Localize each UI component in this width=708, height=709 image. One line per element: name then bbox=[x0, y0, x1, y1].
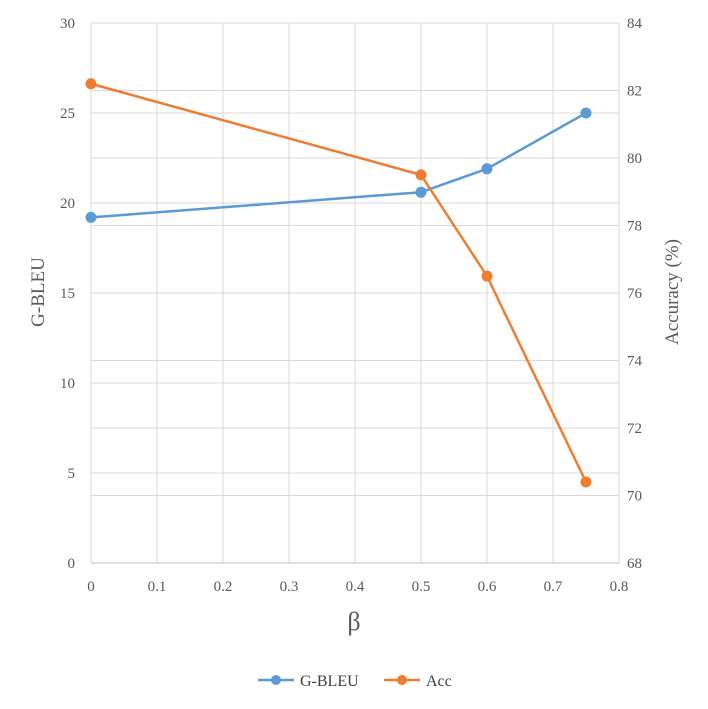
x-axis-title: β bbox=[347, 607, 360, 636]
data-point bbox=[481, 270, 493, 282]
y-left-tick-label: 15 bbox=[60, 286, 75, 302]
y-right-tick-label: 82 bbox=[627, 84, 642, 100]
y-left-tick-label: 20 bbox=[60, 196, 75, 212]
x-tick-label: 0.6 bbox=[478, 579, 497, 595]
legend-marker bbox=[271, 675, 281, 685]
data-point bbox=[481, 163, 493, 175]
series-layer bbox=[85, 78, 592, 488]
y-right-tick-label: 76 bbox=[627, 286, 643, 302]
y-axis-right-title: Accuracy (%) bbox=[662, 239, 683, 345]
y-left-tick-label: 25 bbox=[60, 106, 75, 122]
legend-label: G-BLEU bbox=[300, 673, 359, 690]
x-tick-label: 0.3 bbox=[280, 579, 299, 595]
y-left-tick-label: 5 bbox=[68, 466, 76, 482]
data-point bbox=[580, 107, 592, 119]
x-tick-label: 0.4 bbox=[346, 579, 365, 595]
y-axis-left-title: G-BLEU bbox=[28, 257, 49, 327]
data-point bbox=[85, 78, 97, 90]
x-tick-label: 0 bbox=[87, 579, 95, 595]
data-point bbox=[415, 169, 427, 181]
x-tick-label: 0.8 bbox=[610, 579, 629, 595]
data-point bbox=[85, 211, 97, 223]
x-tick-label: 0.7 bbox=[544, 579, 563, 595]
legend-item: G-BLEU bbox=[258, 673, 359, 690]
axes: 0 0.1 0.2 0.3 0.4 0.5 0.6 0.7 0.8 68 70 72 74 76 78 80 8… bbox=[60, 16, 643, 595]
legend-label: Acc bbox=[426, 673, 452, 690]
y-left-tick-label: 10 bbox=[60, 376, 75, 392]
legend-item: Acc bbox=[384, 673, 452, 690]
series-line bbox=[90, 111, 587, 219]
series-g-bleu bbox=[85, 107, 592, 223]
y-left-tick-label: 0 bbox=[68, 556, 76, 572]
data-point bbox=[415, 186, 427, 198]
y-right-tick-label: 74 bbox=[627, 354, 643, 370]
y-right-tick-label: 84 bbox=[627, 16, 643, 32]
y-right-tick-label: 72 bbox=[627, 421, 642, 437]
y-right-tick-label: 68 bbox=[627, 556, 642, 572]
y-right-tick-label: 70 bbox=[627, 489, 642, 505]
series-line bbox=[90, 82, 588, 483]
y-right-tick-label: 80 bbox=[627, 151, 642, 167]
legend: G-BLEU Acc bbox=[258, 673, 452, 690]
data-point bbox=[580, 476, 592, 488]
y-right-tick-label: 78 bbox=[627, 219, 642, 235]
x-tick-label: 0.2 bbox=[214, 579, 233, 595]
legend-marker bbox=[397, 675, 407, 685]
grid-lines bbox=[90, 22, 620, 564]
y-left-tick-label: 30 bbox=[60, 16, 75, 32]
series-acc bbox=[85, 78, 592, 488]
x-tick-label: 0.5 bbox=[412, 579, 431, 595]
x-tick-label: 0.1 bbox=[148, 579, 167, 595]
